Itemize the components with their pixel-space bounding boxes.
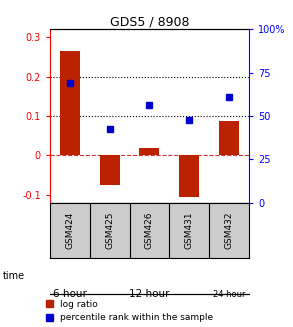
Bar bbox=[139, 147, 159, 155]
Bar bbox=[219, 121, 239, 155]
Text: 24 hour: 24 hour bbox=[213, 290, 245, 299]
Title: GDS5 / 8908: GDS5 / 8908 bbox=[110, 15, 189, 28]
Bar bbox=[60, 51, 80, 155]
Text: GSM424: GSM424 bbox=[65, 212, 74, 249]
Text: GSM432: GSM432 bbox=[225, 212, 234, 249]
Legend: log ratio, percentile rank within the sample: log ratio, percentile rank within the sa… bbox=[45, 300, 213, 322]
Bar bbox=[100, 155, 120, 185]
Bar bbox=[179, 155, 199, 197]
Text: 6 hour: 6 hour bbox=[53, 289, 87, 299]
Text: 12 hour: 12 hour bbox=[129, 289, 170, 299]
Text: GSM431: GSM431 bbox=[185, 212, 194, 250]
Text: GSM425: GSM425 bbox=[105, 212, 114, 249]
Text: time: time bbox=[3, 271, 25, 281]
Text: GSM426: GSM426 bbox=[145, 212, 154, 249]
